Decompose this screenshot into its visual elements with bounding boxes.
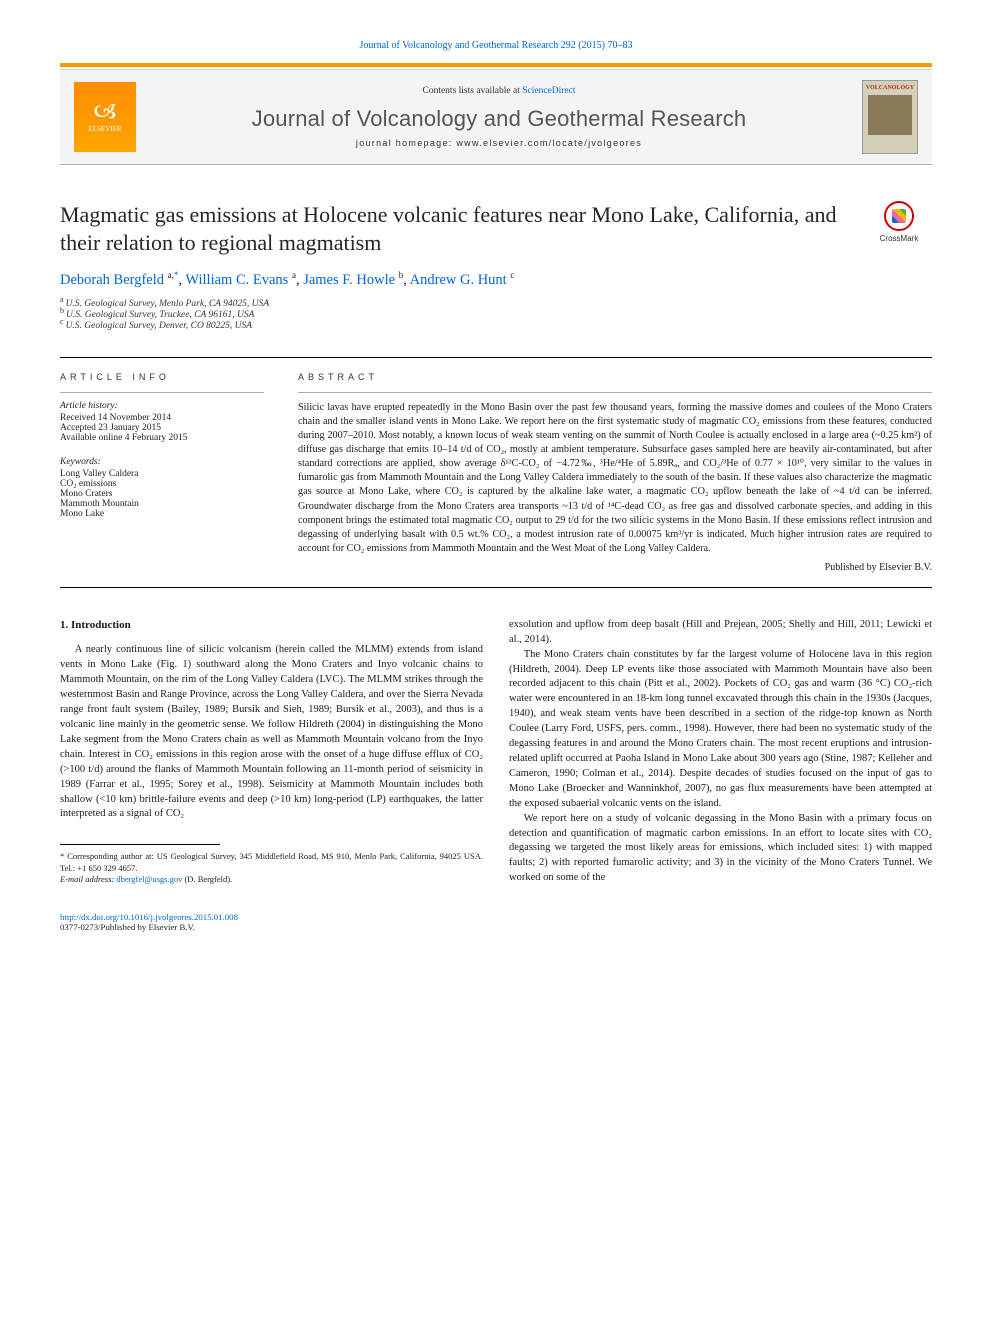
crossmark-icon xyxy=(884,201,914,231)
author-list: Deborah Bergfeld a,*, William C. Evans a… xyxy=(60,272,932,289)
keyword-1: Long Valley Caldera xyxy=(60,469,264,479)
keywords-label: Keywords: xyxy=(60,457,264,467)
abstract-publisher: Published by Elsevier B.V. xyxy=(298,562,932,573)
header-divider xyxy=(60,164,932,165)
article-body: 1. Introduction A nearly continuous line… xyxy=(60,618,932,886)
journal-cover-thumbnail: VOLCANOLOGY xyxy=(862,80,918,154)
article-title: Magmatic gas emissions at Holocene volca… xyxy=(60,201,852,256)
affiliations: aU.S. Geological Survey, Menlo Park, CA … xyxy=(60,299,932,331)
crossmark-label: CrossMark xyxy=(880,234,919,243)
body-p2: exsolution and upflow from deep basalt (… xyxy=(509,618,932,648)
keyword-5: Mono Lake xyxy=(60,509,264,519)
author-4[interactable]: Andrew G. Hunt xyxy=(410,272,507,288)
cover-label: VOLCANOLOGY xyxy=(866,85,914,91)
publisher-name: ELSEVIER xyxy=(88,125,121,133)
body-p1: A nearly continuous line of silicic volc… xyxy=(60,643,483,822)
article-meta-row: ARTICLE INFO Article history: Received 1… xyxy=(60,357,932,588)
page-header-citation: Journal of Volcanology and Geothermal Re… xyxy=(60,40,932,51)
crossmark-badge[interactable]: CrossMark xyxy=(866,201,932,243)
corresponding-author-mark[interactable]: * xyxy=(174,270,179,280)
keyword-2: CO₂ emissions xyxy=(60,479,264,489)
author-2[interactable]: William C. Evans xyxy=(185,272,288,288)
abstract-divider xyxy=(298,392,932,393)
affiliation-c: cU.S. Geological Survey, Denver, CO 8022… xyxy=(60,321,932,331)
author-3[interactable]: James F. Howle xyxy=(303,272,395,288)
email-label: E-mail address: xyxy=(60,874,114,884)
sciencedirect-link[interactable]: ScienceDirect xyxy=(522,86,575,96)
body-p4: We report here on a study of volcanic de… xyxy=(509,812,932,887)
section-heading-1: 1. Introduction xyxy=(60,618,483,634)
keyword-3: Mono Craters xyxy=(60,489,264,499)
abstract-label: ABSTRACT xyxy=(298,372,932,382)
body-p3: The Mono Craters chain constitutes by fa… xyxy=(509,648,932,812)
email-suffix: (D. Bergfeld). xyxy=(184,874,232,884)
contents-lists-line: Contents lists available at ScienceDirec… xyxy=(148,86,850,96)
accepted-date: Accepted 23 January 2015 xyxy=(60,423,264,433)
abstract-text: Silicic lavas have erupted repeatedly in… xyxy=(298,401,932,556)
affiliation-a: aU.S. Geological Survey, Menlo Park, CA … xyxy=(60,299,932,309)
journal-header: 🙢 ELSEVIER Contents lists available at S… xyxy=(60,69,932,164)
journal-link[interactable]: Journal of Volcanology and Geothermal Re… xyxy=(360,40,633,51)
journal-title: Journal of Volcanology and Geothermal Re… xyxy=(148,106,850,132)
cover-image-icon xyxy=(868,95,912,135)
corr-author-address: * Corresponding author at: US Geological… xyxy=(60,851,483,874)
online-date: Available online 4 February 2015 xyxy=(60,433,264,443)
footnote-divider xyxy=(60,844,220,845)
corresponding-footnote: * Corresponding author at: US Geological… xyxy=(60,851,483,885)
elsevier-logo-icon: 🙢 ELSEVIER xyxy=(74,82,136,152)
journal-homepage: journal homepage: www.elsevier.com/locat… xyxy=(148,138,850,148)
elsevier-tree-icon: 🙢 xyxy=(93,101,116,125)
keyword-4: Mammoth Mountain xyxy=(60,499,264,509)
affiliation-b: bU.S. Geological Survey, Truckee, CA 961… xyxy=(60,310,932,320)
abstract-panel: ABSTRACT Silicic lavas have erupted repe… xyxy=(280,358,932,588)
corr-email-link[interactable]: dbergfel@usgs.gov xyxy=(116,874,182,884)
page-footer: http://dx.doi.org/10.1016/j.jvolgeores.2… xyxy=(60,912,932,932)
author-1[interactable]: Deborah Bergfeld xyxy=(60,272,164,288)
doi-link[interactable]: http://dx.doi.org/10.1016/j.jvolgeores.2… xyxy=(60,912,238,922)
article-info-panel: ARTICLE INFO Article history: Received 1… xyxy=(60,358,280,588)
accent-bar xyxy=(60,63,932,67)
received-date: Received 14 November 2014 xyxy=(60,413,264,423)
info-divider xyxy=(60,392,264,393)
issn-line: 0377-0273/Published by Elsevier B.V. xyxy=(60,922,195,932)
history-label: Article history: xyxy=(60,401,264,411)
article-info-label: ARTICLE INFO xyxy=(60,372,264,382)
header-center: Contents lists available at ScienceDirec… xyxy=(136,86,862,148)
